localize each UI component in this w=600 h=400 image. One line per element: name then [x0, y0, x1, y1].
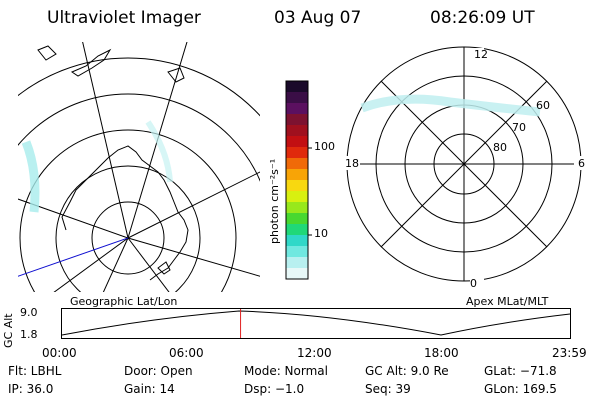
time-tick-1200: 12:00	[297, 346, 332, 360]
color-bar-stripe	[286, 103, 308, 115]
color-bar-stripes	[286, 81, 308, 280]
instrument-title: Ultraviolet Imager	[47, 8, 201, 28]
altitude-curve	[61, 310, 571, 336]
mlat-label-80: 80	[493, 141, 507, 154]
color-bar-stripe	[286, 268, 308, 280]
color-bar-stripe	[286, 191, 308, 203]
info-dsp: Dsp: −1.0	[244, 382, 305, 396]
lat-circle	[18, 57, 260, 117]
time-label: 08:26:09 UT	[430, 8, 535, 28]
coastline	[157, 261, 171, 275]
color-bar-stripe	[286, 114, 308, 126]
ground-track-line	[18, 237, 129, 277]
coastline	[167, 67, 185, 83]
mlat-label-70: 70	[512, 121, 526, 134]
info-glat: GLat: −71.8	[484, 364, 557, 378]
info-gain: Gain: 14	[124, 382, 175, 396]
color-bar-stripe	[286, 180, 308, 192]
lat-circle	[19, 129, 237, 292]
colorbar-tick-10: 10	[314, 227, 328, 240]
lat-circle	[18, 93, 260, 182]
coastline	[70, 48, 112, 77]
time-tick-1800: 18:00	[424, 346, 459, 360]
meridian-line	[127, 171, 260, 239]
magnetic-plot-label: Apex MLat/MLT	[466, 295, 549, 308]
magnetic-polar-plot	[342, 46, 588, 282]
info-glon: GLon: 169.5	[484, 382, 557, 396]
altitude-axis-label: GC Alt	[2, 313, 15, 348]
info-filter: Flt: LBHL	[8, 364, 62, 378]
colorbar-tick-100: 100	[314, 140, 335, 153]
altitude-tick-max: 9.0	[20, 306, 38, 319]
color-bar-stripe	[286, 235, 308, 247]
mlt-label-6: 6	[578, 157, 585, 170]
color-bar-stripe	[286, 158, 308, 170]
time-tick-0600: 06:00	[169, 346, 204, 360]
meridian-line	[82, 42, 129, 239]
info-mode: Mode: Normal	[244, 364, 328, 378]
meridian-line	[127, 237, 260, 277]
colorbar-unit-label: photon cm⁻²s⁻¹	[268, 158, 281, 244]
time-tick-2359: 23:59	[552, 346, 587, 360]
aurora-emission	[21, 140, 40, 213]
color-bar-stripe	[286, 92, 308, 104]
aurora-emission	[360, 94, 541, 117]
color-bar-stripe	[286, 136, 308, 148]
color-bar-stripe	[286, 246, 308, 258]
color-bar-stripe	[286, 147, 308, 159]
info-seq: Seq: 39	[365, 382, 411, 396]
lat-circle	[55, 165, 201, 292]
info-door: Door: Open	[124, 364, 193, 378]
meridian-line	[53, 237, 129, 292]
meridian-line	[102, 237, 129, 292]
color-bar-stripe	[286, 202, 308, 214]
date-label: 03 Aug 07	[274, 8, 362, 28]
mlt-label-12: 12	[474, 48, 488, 61]
geographic-plot-label: Geographic Lat/Lon	[70, 295, 178, 308]
info-gc-alt: GC Alt: 9.0 Re	[365, 364, 449, 378]
color-bar-stripe	[286, 169, 308, 181]
coastline	[37, 45, 57, 61]
info-ip: IP: 36.0	[8, 382, 54, 396]
mlt-label-18: 18	[345, 157, 359, 170]
altitude-tick-min: 1.8	[20, 328, 38, 341]
color-bar-stripe	[286, 213, 308, 225]
color-bar-stripe	[286, 81, 308, 93]
geographic-map	[18, 42, 260, 292]
lat-circle	[91, 201, 165, 275]
coastline	[61, 145, 189, 281]
mlt-label-0: 0	[470, 277, 477, 290]
color-bar-stripe	[286, 224, 308, 236]
aurora-emission	[145, 120, 173, 183]
meridian-line	[127, 237, 170, 292]
altitude-strip-plot	[61, 308, 571, 339]
color-bar-stripe	[286, 125, 308, 137]
mlat-label-60: 60	[536, 99, 550, 112]
color-bar-stripe	[286, 257, 308, 269]
color-bar	[285, 80, 312, 280]
meridian-line	[127, 42, 188, 239]
time-tick-0000: 00:00	[42, 346, 77, 360]
